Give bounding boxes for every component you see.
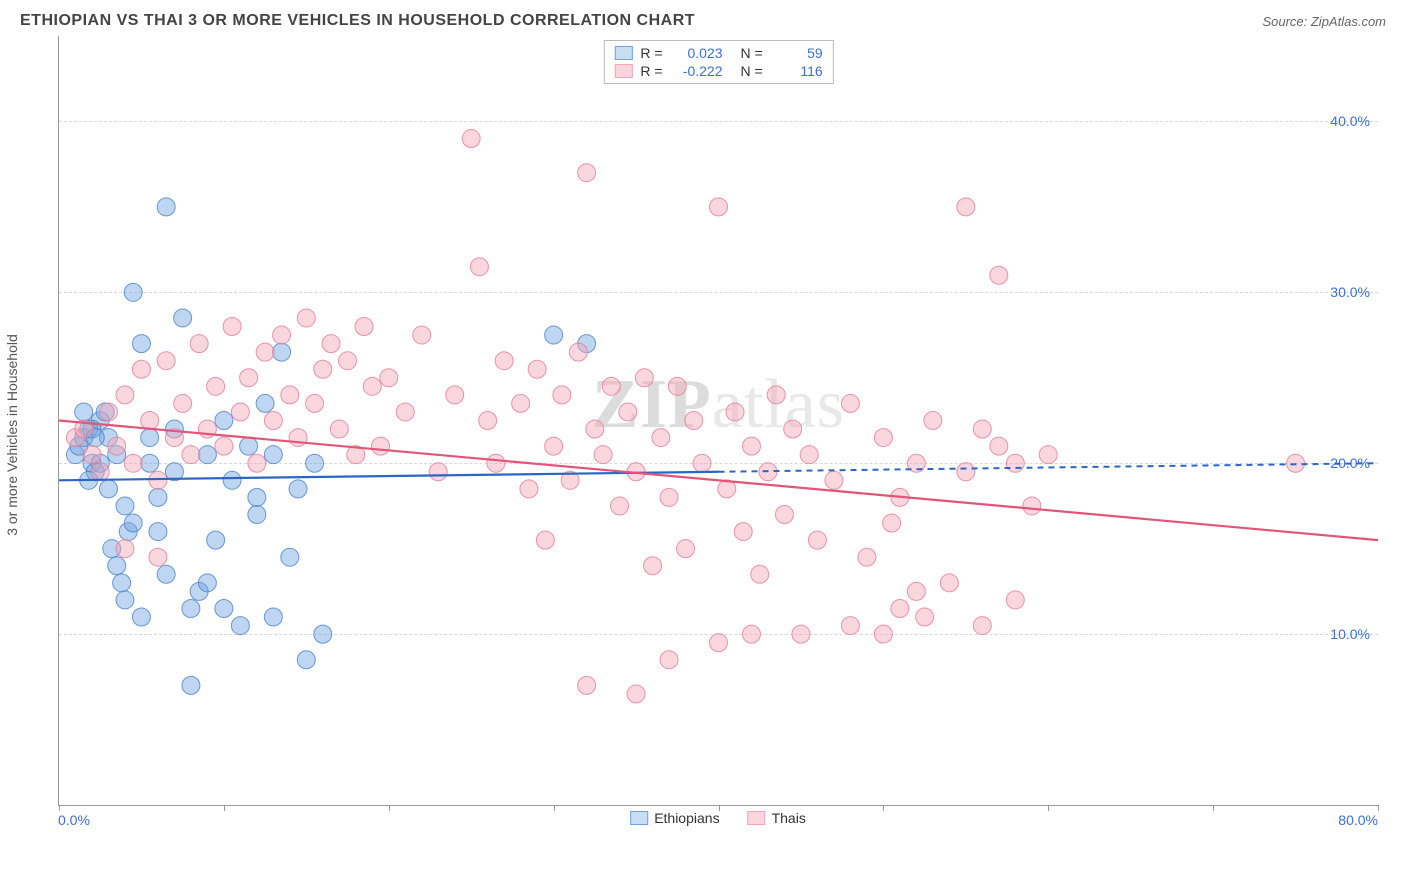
swatch-thais bbox=[748, 811, 766, 825]
chart-container: 3 or more Vehicles in Household ZIPatlas… bbox=[20, 36, 1386, 834]
x-axis-labels: 0.0% Ethiopians Thais 80.0% bbox=[58, 806, 1378, 834]
correlation-legend: R = 0.023 N = 59 R = -0.222 N = 116 bbox=[603, 40, 833, 84]
legend-item-ethiopians: Ethiopians bbox=[630, 810, 719, 826]
y-axis-label: 3 or more Vehicles in Household bbox=[4, 334, 20, 536]
plot-area: ZIPatlas R = 0.023 N = 59 R = -0.222 N =… bbox=[58, 36, 1378, 806]
legend-n-value: 116 bbox=[771, 63, 823, 79]
legend-r-value: -0.222 bbox=[671, 63, 723, 79]
legend-n-label: N = bbox=[741, 63, 763, 79]
source-attribution: Source: ZipAtlas.com bbox=[1262, 14, 1386, 29]
chart-title: ETHIOPIAN VS THAI 3 OR MORE VEHICLES IN … bbox=[20, 12, 695, 30]
title-bar: ETHIOPIAN VS THAI 3 OR MORE VEHICLES IN … bbox=[0, 0, 1406, 36]
series-legend: Ethiopians Thais bbox=[630, 810, 806, 826]
x-min-label: 0.0% bbox=[58, 812, 90, 828]
legend-row-thais: R = -0.222 N = 116 bbox=[614, 62, 822, 80]
legend-label: Thais bbox=[772, 810, 806, 826]
legend-r-label: R = bbox=[640, 45, 662, 61]
swatch-ethiopians bbox=[614, 46, 632, 60]
scatter-svg bbox=[59, 36, 1378, 805]
legend-label: Ethiopians bbox=[654, 810, 719, 826]
x-tick bbox=[1378, 805, 1379, 811]
x-max-label: 80.0% bbox=[1338, 812, 1378, 828]
legend-n-label: N = bbox=[741, 45, 763, 61]
swatch-thais bbox=[614, 64, 632, 78]
legend-row-ethiopians: R = 0.023 N = 59 bbox=[614, 44, 822, 62]
legend-item-thais: Thais bbox=[748, 810, 806, 826]
legend-r-label: R = bbox=[640, 63, 662, 79]
swatch-ethiopians bbox=[630, 811, 648, 825]
legend-n-value: 59 bbox=[771, 45, 823, 61]
legend-r-value: 0.023 bbox=[671, 45, 723, 61]
